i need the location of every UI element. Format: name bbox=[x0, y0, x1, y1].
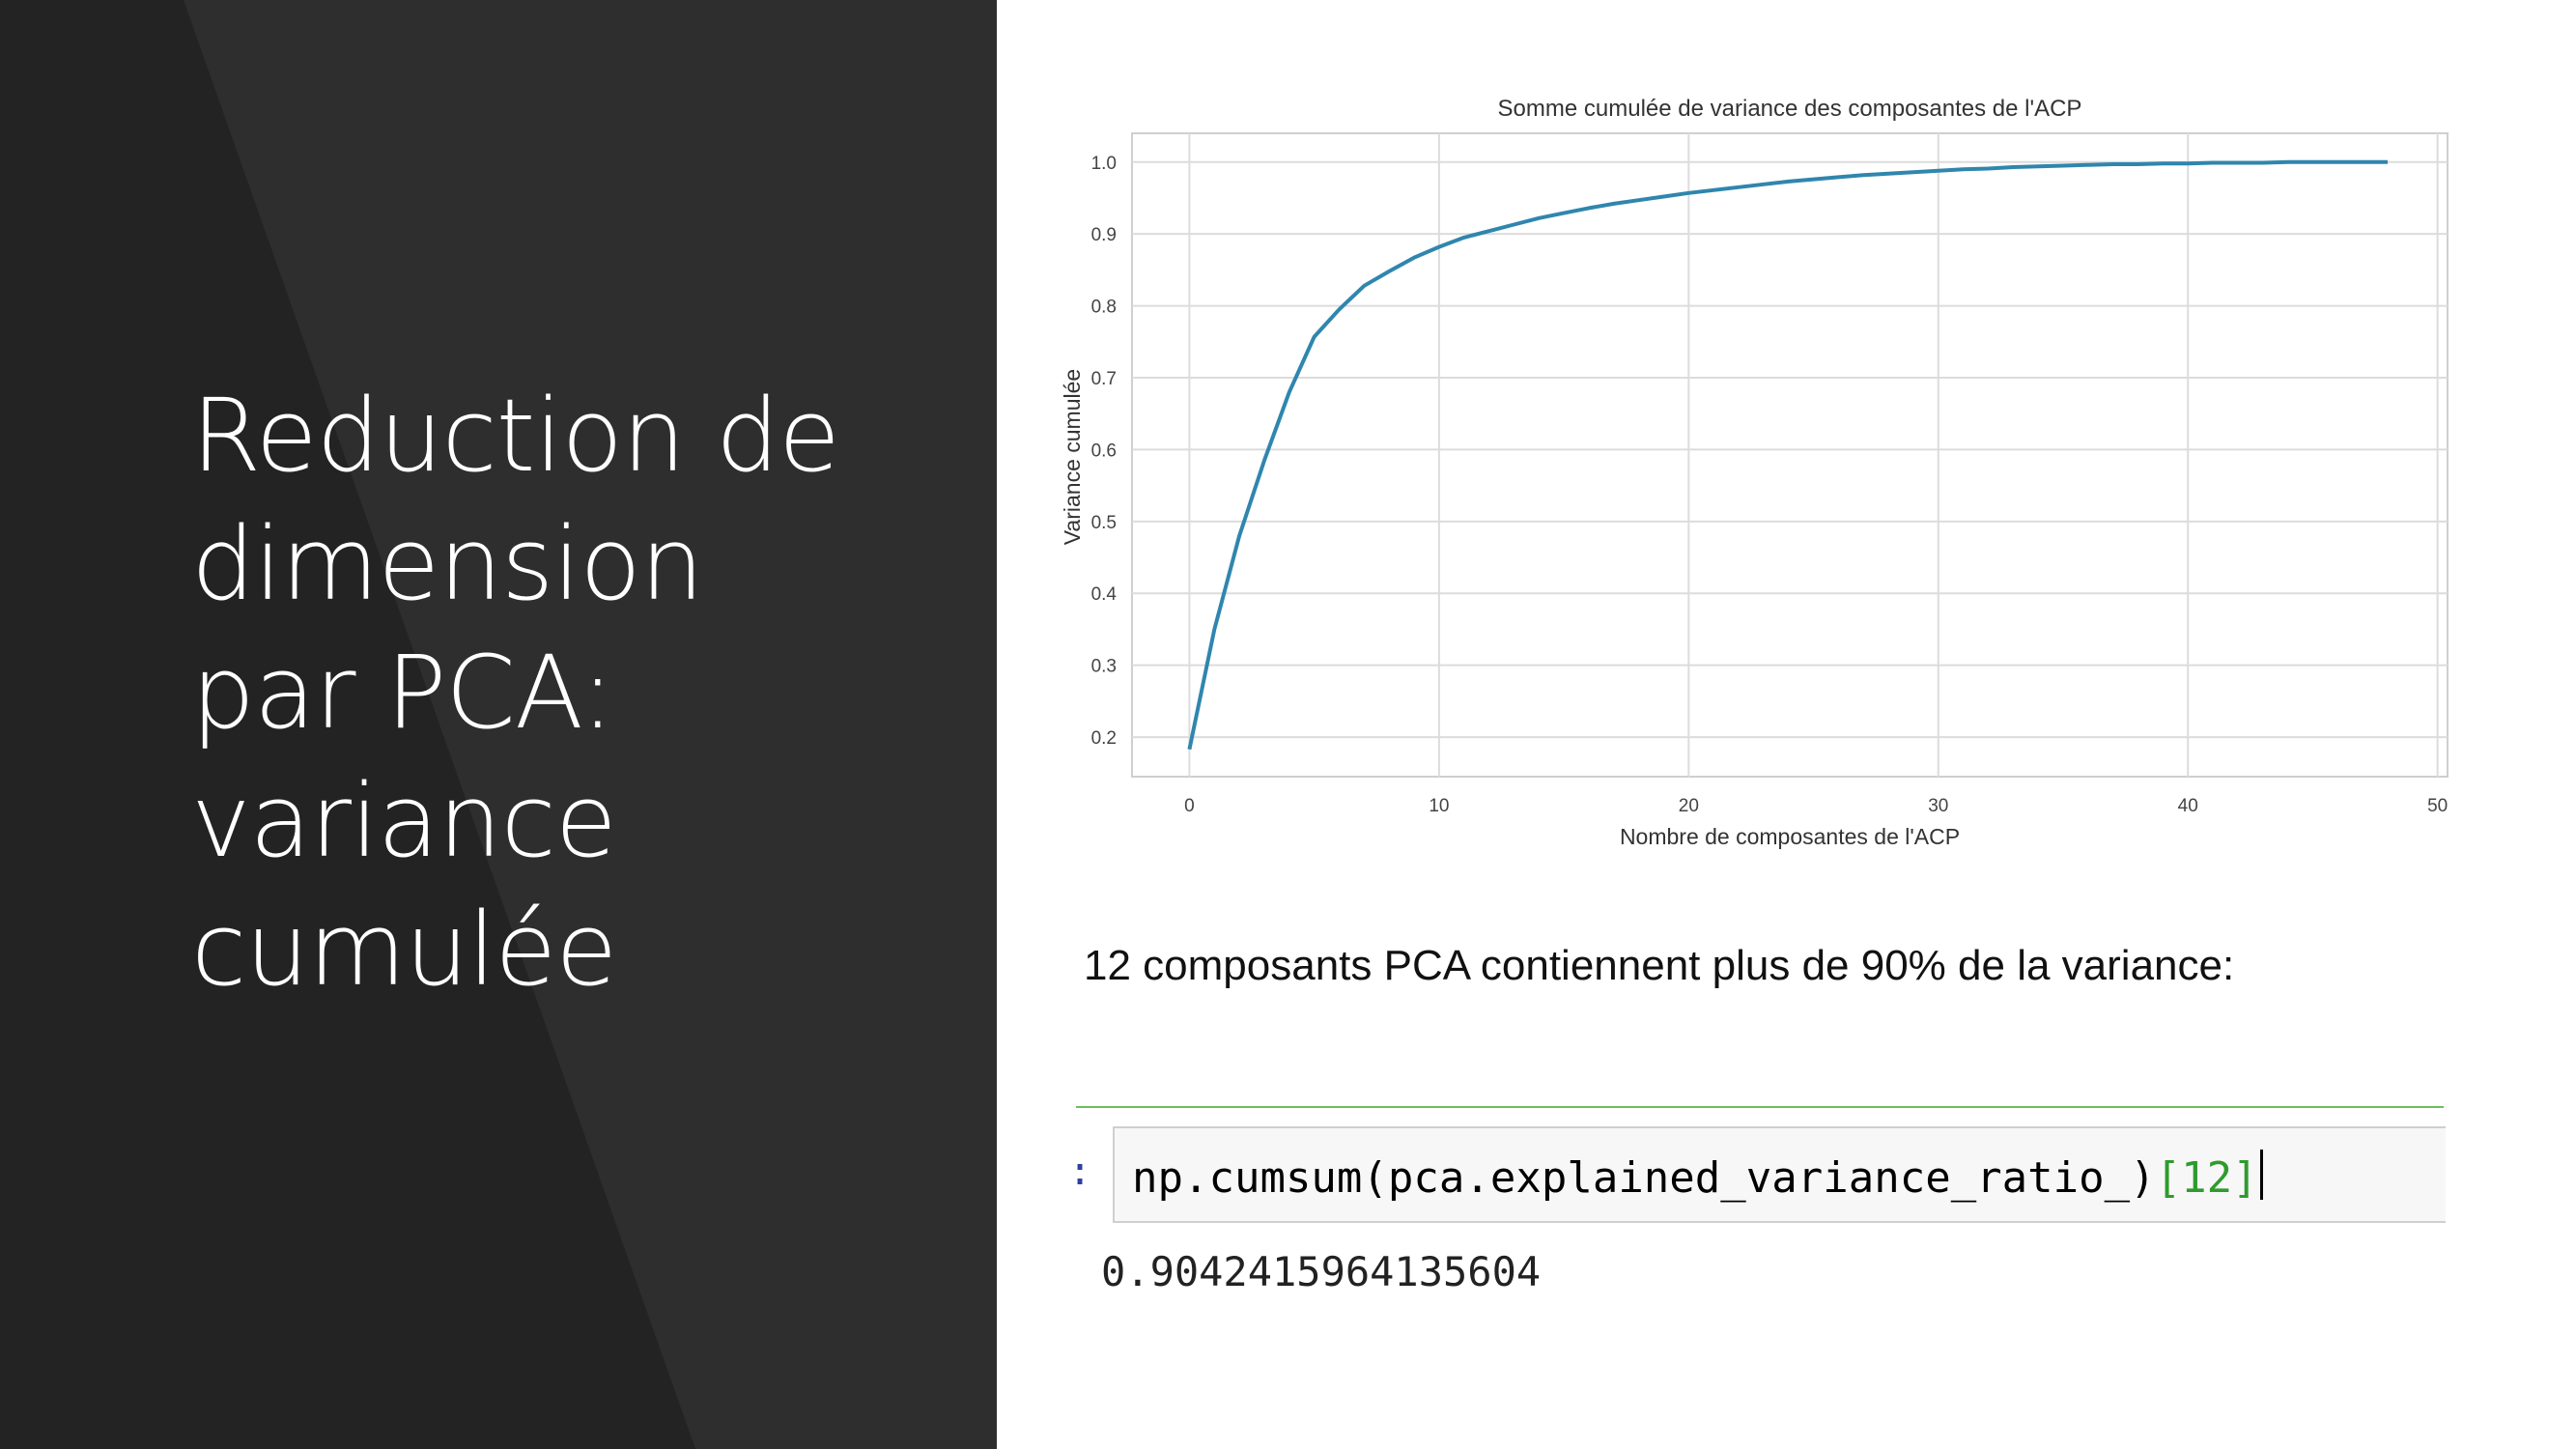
code-index: [12] bbox=[2155, 1153, 2258, 1203]
left-panel-background bbox=[0, 0, 997, 1449]
y-tick-label: 0.5 bbox=[1091, 513, 1117, 533]
y-axis-label: Variance cumulée bbox=[1060, 369, 1085, 545]
x-tick-label: 50 bbox=[2427, 796, 2448, 816]
y-tick-label: 0.3 bbox=[1091, 657, 1117, 677]
y-tick-label: 0.6 bbox=[1091, 440, 1117, 461]
x-tick-label: 40 bbox=[2178, 796, 2198, 816]
x-tick-label: 30 bbox=[1928, 796, 1948, 816]
x-axis-label: Nombre de composantes de l'ACP bbox=[1620, 824, 1960, 849]
slide-title-line: dimension bbox=[191, 505, 704, 623]
chart-title: Somme cumulée de variance des composante… bbox=[1498, 96, 2082, 122]
x-tick-label: 10 bbox=[1429, 796, 1449, 816]
slide-title-line: cumulée bbox=[191, 891, 617, 1009]
slide-title: Reduction de dimension par PCA: variance… bbox=[191, 372, 964, 1014]
plot-area bbox=[1131, 132, 2449, 778]
cell-divider bbox=[1076, 1106, 2444, 1108]
code-cell[interactable]: np.cumsum(pca.explained_variance_ratio_)… bbox=[1113, 1126, 2446, 1223]
slide-title-line: variance bbox=[191, 762, 617, 880]
slide-title-line: Reduction de bbox=[191, 377, 840, 495]
code-line[interactable]: np.cumsum(pca.explained_variance_ratio_)… bbox=[1132, 1150, 2263, 1203]
y-tick-label: 0.8 bbox=[1091, 298, 1117, 318]
slide-title-line: par PCA: bbox=[191, 634, 614, 752]
diagonal-band bbox=[184, 0, 997, 1449]
y-tick-label: 0.7 bbox=[1091, 369, 1117, 389]
caption-text: 12 composants PCA contiennent plus de 90… bbox=[1084, 942, 2235, 989]
y-tick-label: 0.2 bbox=[1091, 728, 1117, 749]
left-panel: Reduction de dimension par PCA: variance… bbox=[0, 0, 997, 1449]
x-tick-label: 0 bbox=[1184, 796, 1195, 816]
y-tick-label: 0.9 bbox=[1091, 225, 1117, 245]
variance-chart-svg: 0 10 20 30 40 50 0.2 0.3 0.4 0.5 0.6 0.7 0.8 0.9 1.0 So… bbox=[1060, 96, 2449, 849]
x-tick-label: 20 bbox=[1679, 796, 1699, 816]
y-tick-label: 0.4 bbox=[1091, 584, 1118, 605]
code-expression: np.cumsum(pca.explained_variance_ratio_) bbox=[1132, 1153, 2156, 1203]
cell-output: 0.9042415964135604 bbox=[1101, 1248, 1542, 1295]
y-tick-label: 1.0 bbox=[1091, 154, 1117, 174]
cell-prompt: : bbox=[1068, 1150, 1092, 1194]
text-cursor bbox=[2259, 1150, 2263, 1200]
variance-chart: 0 10 20 30 40 50 0.2 0.3 0.4 0.5 0.6 0.7 0.8 0.9 1.0 So… bbox=[1043, 77, 2550, 869]
